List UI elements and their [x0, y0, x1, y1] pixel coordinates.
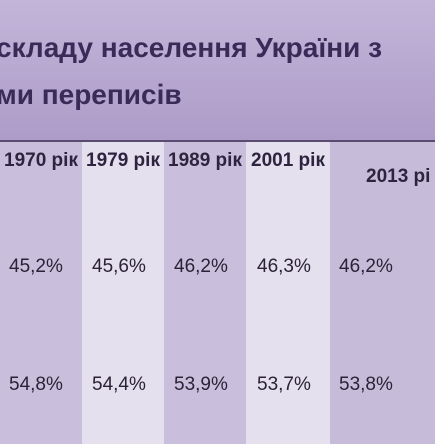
header-cell: 1979 рік — [86, 150, 160, 171]
table-cell: 53,9% — [174, 374, 228, 395]
column-bg — [82, 142, 164, 444]
title: ми переписів — [0, 79, 182, 110]
header-cell: 2013 рі — [366, 166, 431, 187]
table-cell: 46,2% — [339, 256, 393, 277]
table-cell: 46,2% — [174, 256, 228, 277]
title-band: складу населення України з ми переписів — [0, 0, 435, 142]
table-cell: 53,7% — [257, 374, 311, 395]
header-cell: 2001 рік — [251, 150, 325, 171]
table-cell: 45,6% — [92, 256, 146, 277]
column-bg — [164, 142, 246, 444]
header-cell: 1970 рік — [4, 150, 78, 171]
column-bg — [330, 142, 435, 444]
table-cell: 54,8% — [9, 374, 63, 395]
table-cell: 53,8% — [339, 374, 393, 395]
header-cell: 1989 рік — [168, 150, 242, 171]
table-cell: 54,4% — [92, 374, 146, 395]
column-bg — [246, 142, 330, 444]
title: складу населення України з — [0, 32, 383, 63]
table-cell: 45,2% — [9, 256, 63, 277]
table-cell: 46,3% — [257, 256, 311, 277]
column-bg — [0, 142, 82, 444]
